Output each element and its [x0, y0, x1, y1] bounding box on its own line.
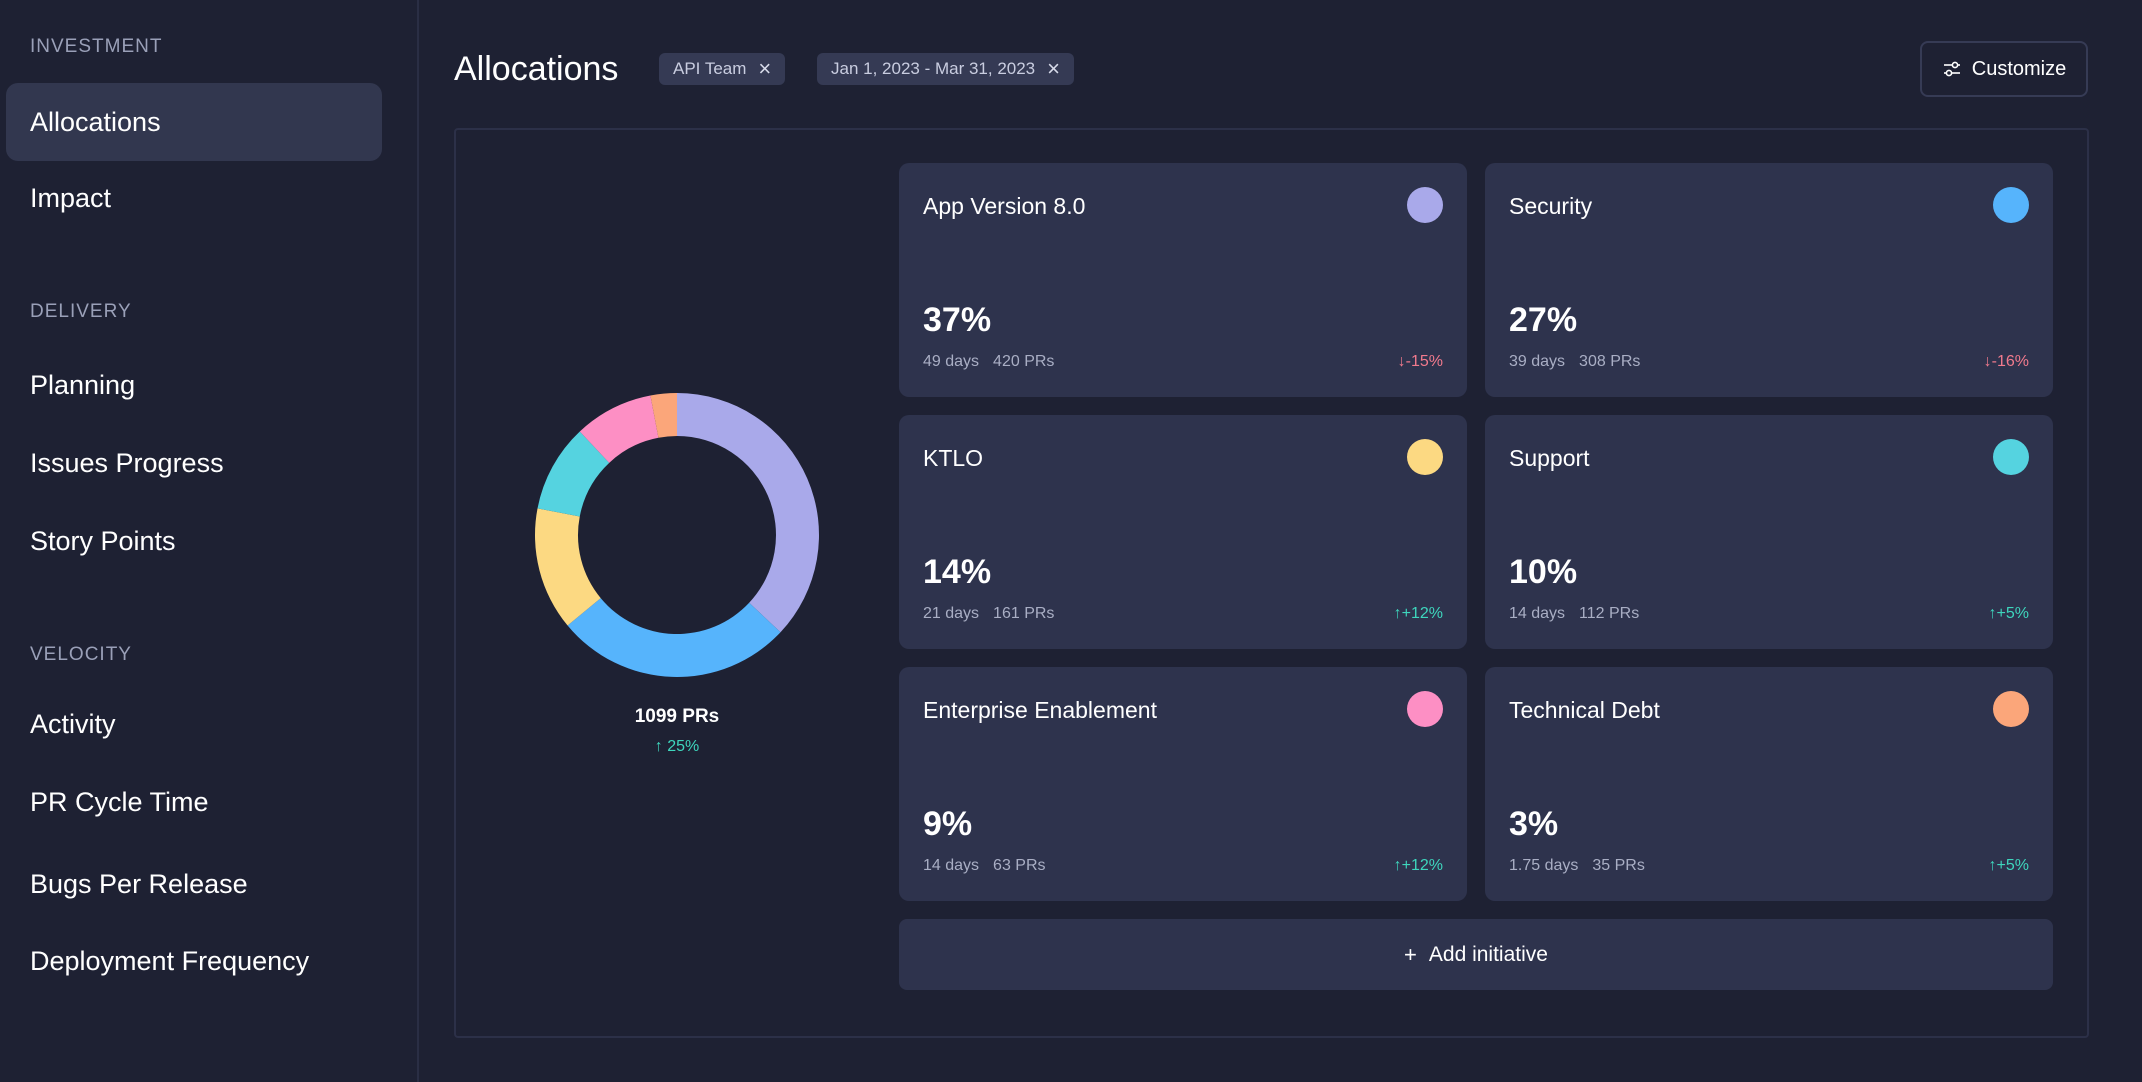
- initiative-days: 39 days: [1509, 353, 1566, 370]
- initiative-days: 1.75 days: [1509, 857, 1579, 874]
- sidebar-item-pr-cycle-time[interactable]: PR Cycle Time: [30, 786, 209, 817]
- initiative-prs: 161 PRs: [993, 605, 1055, 622]
- allocation-donut-chart: [532, 390, 822, 680]
- sidebar-item-impact[interactable]: Impact: [30, 182, 112, 213]
- section-title-investment: INVESTMENT: [30, 36, 163, 57]
- close-icon[interactable]: ×: [1047, 56, 1060, 81]
- initiative-delta: ↑+12%: [1393, 605, 1443, 622]
- initiative-delta: ↑+5%: [1988, 857, 2029, 874]
- initiative-name: App Version 8.0: [923, 193, 1086, 219]
- initiative-delta: ↓-16%: [1983, 353, 2029, 370]
- filter-chip-label: API Team: [673, 59, 747, 78]
- initiative-name: KTLO: [923, 445, 984, 471]
- filter-chip-date-range: Jan 1, 2023 - Mar 31, 2023 ×: [817, 53, 1074, 85]
- initiative-delta: ↑+5%: [1988, 605, 2029, 622]
- initiative-percent: 14%: [923, 553, 992, 591]
- donut-slice: [650, 393, 677, 438]
- initiative-card[interactable]: Technical Debt 3% 1.75 days 35 PRs ↑+5%: [1485, 667, 2053, 901]
- total-prs-delta: ↑ 25%: [654, 738, 700, 755]
- customize-label: Customize: [1971, 57, 2067, 80]
- initiative-percent: 3%: [1509, 805, 1559, 843]
- initiative-card[interactable]: Enterprise Enablement 9% 14 days 63 PRs …: [899, 667, 1467, 901]
- donut-slice: [579, 395, 659, 463]
- initiative-color-dot: [1993, 691, 2029, 727]
- filter-chip-team: API Team ×: [659, 53, 786, 85]
- add-initiative-label: Add initiative: [1428, 942, 1548, 966]
- initiative-prs: 63 PRs: [993, 857, 1046, 874]
- initiative-card[interactable]: KTLO 14% 21 days 161 PRs ↑+12%: [899, 415, 1467, 649]
- initiative-meta: 21 days 161 PRs: [923, 605, 1054, 623]
- sidebar-item-story-points[interactable]: Story Points: [30, 525, 176, 556]
- add-initiative-button[interactable]: + Add initiative: [899, 919, 2053, 990]
- initiative-days: 21 days: [923, 605, 980, 622]
- initiative-days: 14 days: [923, 857, 980, 874]
- initiative-meta: 1.75 days 35 PRs: [1509, 857, 1645, 875]
- sidebar-item-activity[interactable]: Activity: [30, 708, 116, 739]
- donut-slice: [677, 393, 819, 633]
- initiative-prs: 112 PRs: [1579, 605, 1640, 622]
- sidebar-item-allocations[interactable]: Allocations: [6, 83, 382, 161]
- donut-slice: [535, 508, 601, 626]
- initiative-color-dot: [1407, 187, 1443, 223]
- initiative-color-dot: [1407, 691, 1443, 727]
- initiative-meta: 49 days 420 PRs: [923, 353, 1054, 371]
- close-icon[interactable]: ×: [758, 56, 772, 81]
- initiative-meta: 14 days 63 PRs: [923, 857, 1046, 875]
- initiative-percent: 27%: [1509, 301, 1578, 339]
- sliders-icon: [1943, 61, 1960, 77]
- initiative-color-dot: [1993, 439, 2029, 475]
- sidebar-item-issues-progress[interactable]: Issues Progress: [30, 447, 224, 478]
- filter-chip-label: Jan 1, 2023 - Mar 31, 2023: [831, 59, 1036, 78]
- initiative-prs: 308 PRs: [1579, 353, 1641, 370]
- initiative-percent: 37%: [923, 301, 992, 339]
- plus-icon: +: [1404, 941, 1417, 967]
- sidebar: INVESTMENT Allocations Impact DELIVERY P…: [0, 0, 419, 1082]
- initiative-days: 14 days: [1509, 605, 1566, 622]
- sidebar-item-bugs-per-release[interactable]: Bugs Per Release: [30, 868, 248, 899]
- initiative-name: Technical Debt: [1509, 697, 1660, 723]
- initiative-card[interactable]: App Version 8.0 37% 49 days 420 PRs ↓-15…: [899, 163, 1467, 397]
- initiative-card[interactable]: Security 27% 39 days 308 PRs ↓-16%: [1485, 163, 2053, 397]
- initiative-color-dot: [1407, 439, 1443, 475]
- initiative-meta: 39 days 308 PRs: [1509, 353, 1640, 371]
- initiative-meta: 14 days 112 PRs: [1509, 605, 1639, 623]
- initiative-delta: ↓-15%: [1397, 353, 1443, 370]
- initiative-name: Support: [1509, 445, 1590, 471]
- sidebar-item-planning[interactable]: Planning: [30, 369, 136, 400]
- initiative-color-dot: [1993, 187, 2029, 223]
- donut-slice: [567, 598, 781, 677]
- allocations-panel: [454, 128, 2089, 1038]
- initiative-prs: 420 PRs: [993, 353, 1055, 370]
- initiative-percent: 9%: [923, 805, 973, 843]
- total-prs: 1099 PRs: [634, 706, 720, 727]
- initiative-card[interactable]: Support 10% 14 days 112 PRs ↑+5%: [1485, 415, 2053, 649]
- initiative-name: Security: [1509, 193, 1593, 219]
- section-title-delivery: DELIVERY: [30, 301, 132, 322]
- initiative-days: 49 days: [923, 353, 980, 370]
- donut-slice: [537, 431, 610, 517]
- initiative-delta: ↑+12%: [1393, 857, 1443, 874]
- section-title-velocity: VELOCITY: [30, 644, 132, 665]
- page-title: Allocations: [454, 50, 619, 88]
- customize-button[interactable]: Customize: [1920, 41, 2088, 97]
- initiative-percent: 10%: [1509, 553, 1578, 591]
- sidebar-item-deployment-frequency[interactable]: Deployment Frequency: [30, 945, 310, 976]
- initiative-prs: 35 PRs: [1592, 857, 1645, 874]
- initiative-name: Enterprise Enablement: [923, 697, 1157, 723]
